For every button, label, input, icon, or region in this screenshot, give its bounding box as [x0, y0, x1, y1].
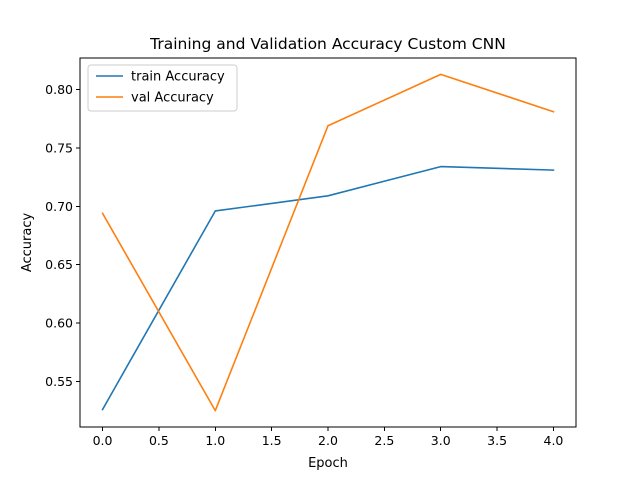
y-tick-label: 0.60	[45, 316, 73, 331]
legend-entry-label: val Accuracy	[131, 91, 214, 106]
x-tick-label: 1.5	[262, 433, 282, 448]
x-tick-label: 4.0	[544, 433, 564, 448]
x-axis-label: Epoch	[308, 456, 348, 471]
y-tick-label: 0.70	[45, 199, 73, 214]
y-tick-label: 0.65	[45, 257, 73, 272]
y-tick-label: 0.80	[45, 82, 73, 97]
y-tick-label: 0.75	[45, 140, 73, 155]
x-tick-label: 0.5	[149, 433, 169, 448]
y-axis-label: Accuracy	[20, 213, 35, 273]
legend-box	[87, 64, 238, 112]
legend-entry-label: train Accuracy	[131, 70, 225, 85]
x-tick-label: 0.0	[93, 433, 113, 448]
y-tick-label: 0.55	[45, 374, 73, 389]
y-axis-ticks: 0.55 0.60 0.65 0.70 0.75 0.80	[45, 82, 80, 389]
x-axis-ticks: 0.0 0.5 1.0 1.5 2.0 2.5 3.0 3.5 4.0	[93, 427, 564, 448]
x-tick-label: 3.0	[431, 433, 451, 448]
x-tick-label: 1.0	[205, 433, 225, 448]
legend: train Accuracy val Accuracy	[87, 64, 238, 112]
x-tick-label: 3.5	[487, 433, 507, 448]
chart-title: Training and Validation Accuracy Custom …	[149, 35, 506, 53]
plot-area	[101, 73, 555, 412]
x-tick-label: 2.5	[374, 433, 394, 448]
series-line-0	[101, 165, 555, 411]
series-line-1	[101, 73, 555, 412]
x-tick-label: 2.0	[318, 433, 338, 448]
plot-frame	[79, 57, 577, 428]
